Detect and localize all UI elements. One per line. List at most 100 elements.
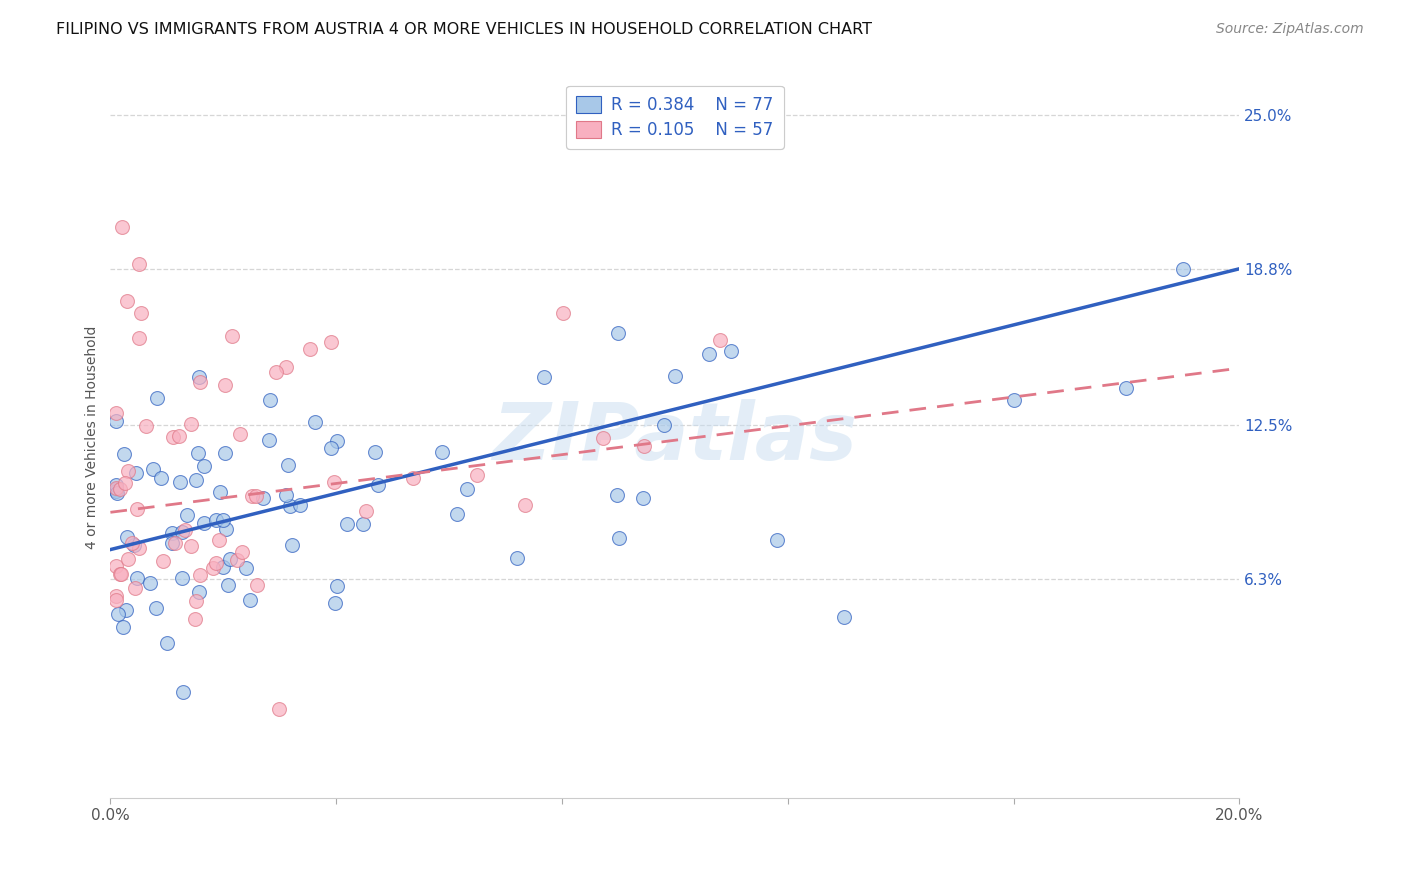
Point — [105, 481, 128, 495]
Point — [105, 485, 128, 500]
Text: Source: ZipAtlas.com: Source: ZipAtlas.com — [1216, 22, 1364, 37]
Point — [112, 447, 135, 461]
Point — [212, 512, 235, 526]
Point — [208, 485, 231, 500]
Point — [553, 306, 575, 320]
Point — [108, 482, 131, 496]
Point — [117, 464, 139, 478]
Point — [231, 545, 253, 559]
Point — [633, 439, 655, 453]
Point — [111, 219, 134, 234]
Point — [281, 539, 304, 553]
Point — [652, 418, 675, 433]
Point — [105, 559, 128, 574]
Point — [193, 459, 215, 474]
Point — [115, 530, 138, 544]
Point — [352, 516, 374, 531]
Point — [364, 445, 387, 459]
Point — [125, 467, 148, 481]
Point — [124, 538, 146, 552]
Point — [832, 609, 855, 624]
Point — [160, 536, 183, 550]
Legend: R = 0.384    N = 77, R = 0.105    N = 57: R = 0.384 N = 77, R = 0.105 N = 57 — [567, 86, 783, 149]
Point — [187, 369, 209, 384]
Point — [186, 446, 208, 460]
Point — [183, 612, 205, 626]
Y-axis label: 4 or more Vehicles in Household: 4 or more Vehicles in Household — [86, 326, 100, 549]
Point — [115, 602, 138, 616]
Point — [720, 343, 742, 358]
Point — [1002, 393, 1025, 408]
Point — [446, 507, 468, 521]
Point — [276, 360, 298, 375]
Text: FILIPINO VS IMMIGRANTS FROM AUSTRIA 4 OR MORE VEHICLES IN HOUSEHOLD CORRELATION : FILIPINO VS IMMIGRANTS FROM AUSTRIA 4 OR… — [56, 22, 872, 37]
Point — [176, 508, 198, 522]
Point — [766, 533, 789, 548]
Point — [173, 523, 195, 537]
Point — [277, 458, 299, 472]
Point — [240, 489, 263, 503]
Point — [323, 596, 346, 610]
Point — [217, 578, 239, 592]
Point — [325, 434, 347, 448]
Point — [266, 365, 288, 379]
Point — [105, 589, 128, 603]
Point — [110, 566, 132, 581]
Point — [105, 406, 128, 420]
Point — [592, 431, 614, 445]
Point — [160, 525, 183, 540]
Point — [172, 525, 194, 540]
Point — [202, 560, 225, 574]
Point — [152, 554, 174, 568]
Point — [269, 702, 291, 716]
Point — [245, 489, 267, 503]
Point — [354, 503, 377, 517]
Point — [150, 471, 173, 485]
Point — [465, 468, 488, 483]
Point — [105, 482, 128, 496]
Point — [709, 333, 731, 347]
Point — [259, 392, 281, 407]
Point — [221, 329, 243, 343]
Point — [146, 392, 169, 406]
Point — [208, 533, 231, 548]
Point — [121, 535, 143, 549]
Point — [215, 522, 238, 536]
Point — [214, 446, 236, 460]
Point — [108, 567, 131, 582]
Point — [278, 499, 301, 513]
Point — [145, 600, 167, 615]
Point — [169, 429, 191, 443]
Point — [225, 553, 247, 567]
Point — [664, 368, 686, 383]
Point — [304, 415, 326, 429]
Point — [321, 335, 343, 350]
Point — [193, 516, 215, 530]
Point — [129, 306, 152, 320]
Point — [125, 501, 148, 516]
Point — [606, 488, 628, 502]
Point — [184, 473, 207, 487]
Point — [319, 441, 342, 455]
Point — [188, 567, 211, 582]
Point — [246, 578, 269, 592]
Point — [107, 607, 129, 622]
Point — [138, 576, 160, 591]
Point — [402, 471, 425, 485]
Point — [235, 561, 257, 575]
Point — [211, 560, 233, 574]
Point — [172, 571, 194, 585]
Point — [188, 584, 211, 599]
Point — [239, 592, 262, 607]
Point — [112, 620, 135, 634]
Point — [180, 539, 202, 553]
Point — [169, 475, 191, 489]
Point — [184, 594, 207, 608]
Point — [117, 294, 139, 309]
Point — [114, 475, 136, 490]
Point — [326, 579, 349, 593]
Point — [205, 513, 228, 527]
Point — [180, 417, 202, 431]
Point — [607, 326, 630, 341]
Point — [288, 498, 311, 512]
